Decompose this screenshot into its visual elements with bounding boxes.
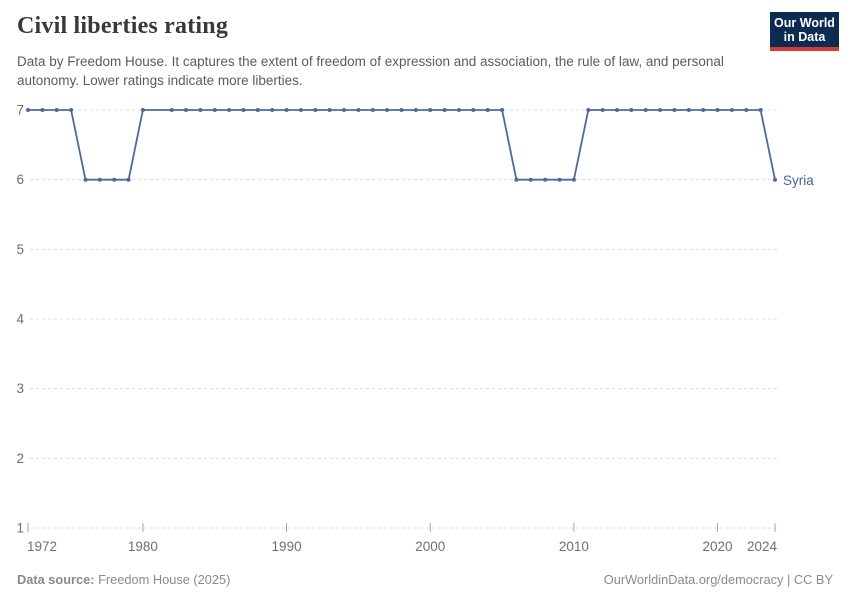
- series-line-syria[interactable]: [27, 109, 776, 181]
- data-point[interactable]: [342, 108, 346, 112]
- line-chart[interactable]: 1 2 3 4 5 6 7 1972 1980 1990 2000 2010 2020 2024 Syria: [0, 0, 850, 565]
- chart-subtitle-line2: personal autonomy. Lower ratings indicat…: [17, 54, 724, 88]
- y-axis-labels: 1 2 3 4 5 6 7: [16, 103, 24, 536]
- x-tick-label: 2000: [415, 539, 445, 554]
- data-source-label: Data source:: [17, 572, 95, 587]
- data-point[interactable]: [701, 108, 706, 112]
- x-tick-label: 1980: [128, 539, 158, 554]
- data-point[interactable]: [40, 108, 45, 112]
- y-tick-label: 6: [16, 172, 24, 187]
- data-point[interactable]: [715, 108, 720, 112]
- data-source-value: Freedom House (2025): [94, 572, 231, 587]
- data-source-note: Data source: Freedom House (2025): [17, 572, 230, 587]
- data-point[interactable]: [385, 108, 390, 112]
- owid-logo-text-line1: Our World: [774, 15, 835, 30]
- data-point[interactable]: [471, 108, 476, 112]
- chart-subtitle-line1: Data by Freedom House. It captures the e…: [17, 54, 669, 69]
- attribution-note[interactable]: OurWorldinData.org/democracy | CC BY: [603, 572, 833, 587]
- x-tick-label: 1990: [272, 539, 302, 554]
- data-point[interactable]: [69, 108, 74, 112]
- data-point[interactable]: [399, 108, 404, 112]
- chart-gridlines: [30, 109, 778, 529]
- owid-logo[interactable]: Our World in Data: [770, 12, 839, 51]
- data-point[interactable]: [442, 108, 447, 112]
- x-tick-label: 2010: [559, 539, 589, 554]
- data-point[interactable]: [514, 177, 519, 182]
- x-tick-label: 1972: [27, 539, 57, 554]
- x-tick-label: 2020: [703, 539, 733, 554]
- data-point[interactable]: [126, 177, 131, 182]
- data-point[interactable]: [500, 108, 505, 112]
- data-point[interactable]: [327, 108, 332, 112]
- data-point[interactable]: [255, 108, 260, 112]
- data-point[interactable]: [284, 108, 289, 112]
- data-point[interactable]: [413, 108, 418, 112]
- owid-logo-text-line2: in Data: [783, 29, 826, 44]
- data-point[interactable]: [227, 108, 232, 112]
- data-point[interactable]: [198, 108, 203, 112]
- data-point[interactable]: [428, 108, 433, 112]
- data-point[interactable]: [615, 108, 619, 112]
- data-point[interactable]: [543, 177, 548, 182]
- data-point[interactable]: [212, 108, 217, 112]
- data-point[interactable]: [557, 177, 562, 182]
- data-point[interactable]: [241, 108, 246, 112]
- data-point[interactable]: [54, 108, 59, 112]
- page-title: Civil liberties rating: [17, 13, 229, 39]
- data-point[interactable]: [773, 177, 777, 182]
- data-point[interactable]: [184, 108, 188, 112]
- data-point[interactable]: [658, 108, 663, 112]
- entity-label[interactable]: Syria: [783, 173, 814, 188]
- y-tick-label: 2: [16, 451, 24, 466]
- data-point[interactable]: [643, 108, 648, 112]
- data-point[interactable]: [744, 108, 749, 112]
- data-point[interactable]: [97, 177, 102, 182]
- x-axis: 1972 1980 1990 2000 2010 2020 2024: [27, 523, 777, 554]
- y-tick-label: 5: [16, 242, 24, 257]
- data-point[interactable]: [571, 177, 576, 182]
- data-point[interactable]: [485, 108, 490, 112]
- y-tick-label: 1: [16, 521, 24, 536]
- data-point[interactable]: [356, 108, 361, 112]
- data-point[interactable]: [586, 108, 591, 112]
- data-point[interactable]: [83, 177, 88, 182]
- data-point[interactable]: [729, 108, 734, 112]
- y-tick-label: 3: [16, 381, 24, 396]
- y-tick-label: 7: [16, 103, 24, 118]
- data-point[interactable]: [169, 108, 174, 112]
- data-point[interactable]: [140, 108, 145, 112]
- data-point[interactable]: [528, 177, 533, 182]
- data-point[interactable]: [457, 108, 461, 112]
- data-point[interactable]: [270, 108, 275, 112]
- data-point[interactable]: [298, 108, 303, 112]
- data-point[interactable]: [26, 108, 30, 112]
- data-point[interactable]: [629, 108, 634, 112]
- data-point[interactable]: [672, 108, 677, 112]
- chart-subtitle: Data by Freedom House. It captures the e…: [17, 52, 762, 90]
- data-point[interactable]: [313, 108, 318, 112]
- chart-footer: Data source: Freedom House (2025) OurWor…: [17, 572, 833, 587]
- data-point[interactable]: [112, 177, 117, 182]
- data-point[interactable]: [600, 108, 605, 112]
- data-point[interactable]: [370, 108, 375, 112]
- data-point[interactable]: [758, 108, 763, 112]
- x-tick-label: 2024: [747, 539, 778, 554]
- data-point[interactable]: [686, 108, 691, 112]
- y-tick-label: 4: [16, 312, 24, 327]
- series-markers-syria: [26, 108, 777, 182]
